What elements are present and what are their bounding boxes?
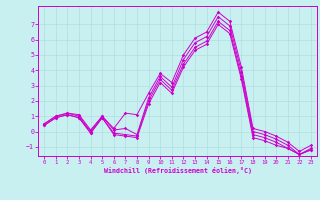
X-axis label: Windchill (Refroidissement éolien,°C): Windchill (Refroidissement éolien,°C) — [104, 167, 252, 174]
